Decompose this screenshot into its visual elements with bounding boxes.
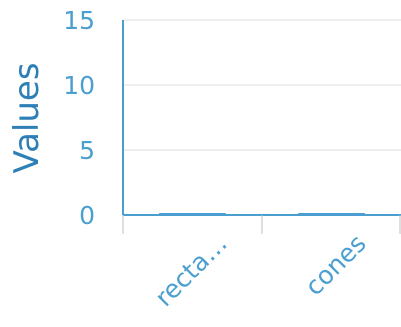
bar bbox=[159, 213, 226, 215]
x-tick-label: recta… bbox=[149, 229, 232, 312]
y-tick-label: 0 bbox=[79, 201, 95, 230]
bar bbox=[298, 213, 365, 215]
x-tick-labels: recta… cones bbox=[149, 229, 371, 312]
y-tick-label: 15 bbox=[63, 6, 95, 35]
y-tick-label: 10 bbox=[63, 71, 95, 100]
grid-lines bbox=[123, 19, 401, 151]
y-axis-title: Values bbox=[7, 62, 47, 173]
axes bbox=[122, 20, 401, 234]
bars bbox=[159, 213, 365, 215]
y-tick-label: 5 bbox=[79, 136, 95, 165]
x-tick-label: cones bbox=[299, 229, 371, 301]
y-tick-labels: 0 5 10 15 bbox=[63, 6, 95, 230]
